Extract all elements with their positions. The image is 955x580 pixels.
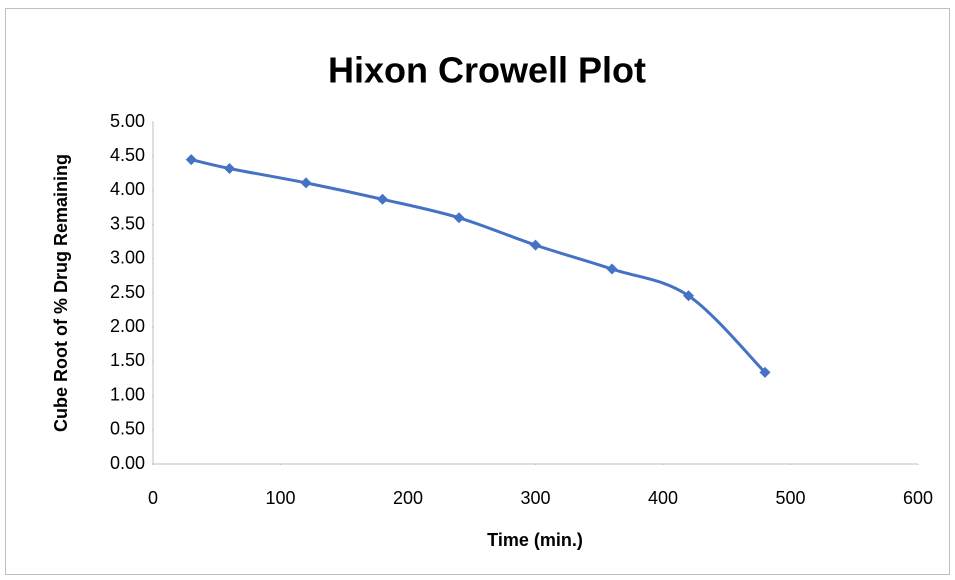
y-tick-label: 4.00 — [110, 179, 145, 199]
y-tick-label: 1.50 — [110, 350, 145, 370]
x-tick-label: 0 — [148, 488, 158, 508]
x-tick-label: 400 — [648, 488, 678, 508]
y-tick-label: 2.50 — [110, 282, 145, 302]
y-tick-label: 2.00 — [110, 316, 145, 336]
x-tick-label: 300 — [520, 488, 550, 508]
x-tick-label: 100 — [265, 488, 295, 508]
y-axis-title: Cube Root of % Drug Remaining — [51, 154, 71, 432]
chart-title: Hixon Crowell Plot — [328, 50, 646, 91]
marker — [530, 239, 541, 251]
series-line — [190, 158, 767, 374]
marker — [224, 163, 235, 175]
y-tick-label: 4.50 — [110, 145, 145, 165]
y-tick-label: 0.50 — [110, 419, 145, 439]
y-tick-label: 1.00 — [110, 384, 145, 404]
y-tick-label: 0.00 — [110, 453, 145, 473]
chart-border — [5, 8, 950, 575]
x-tick-label: 200 — [393, 488, 423, 508]
marker — [185, 154, 197, 166]
y-tick-label: 3.00 — [110, 248, 145, 268]
marker — [683, 290, 694, 302]
marker — [377, 193, 388, 205]
y-tick-label: 5.00 — [110, 111, 145, 131]
marker — [759, 366, 771, 378]
y-tick-label: 3.50 — [110, 213, 145, 233]
marker — [453, 212, 465, 224]
x-tick-label: 600 — [903, 488, 933, 508]
marker — [300, 177, 312, 189]
x-tick-label: 500 — [775, 488, 805, 508]
x-axis-title: Time (min.) — [487, 530, 583, 550]
marker — [606, 263, 618, 275]
